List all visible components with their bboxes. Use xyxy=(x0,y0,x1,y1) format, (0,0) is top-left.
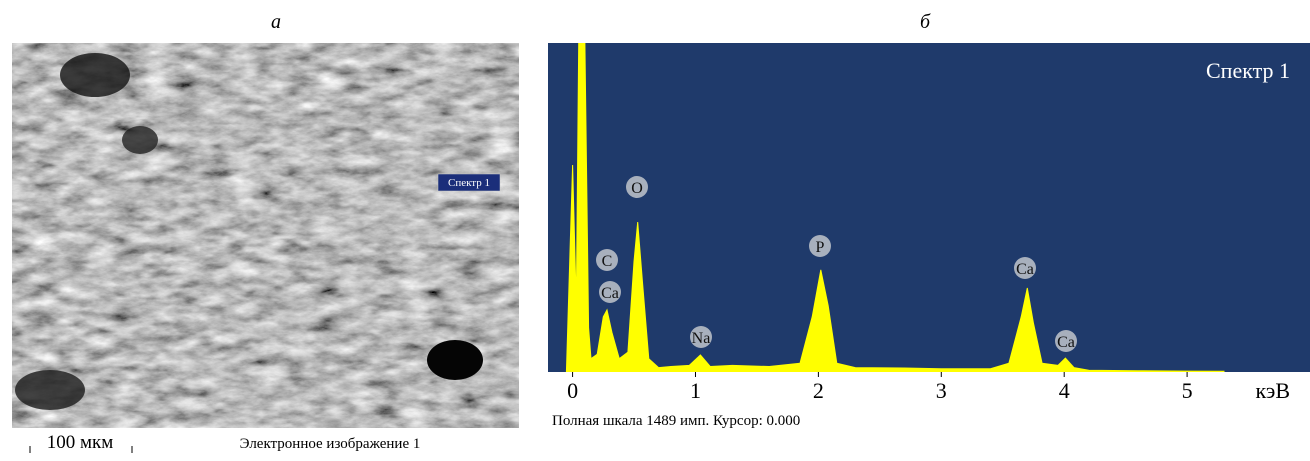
chart-title: Спектр 1 xyxy=(1206,58,1290,83)
sem-feature xyxy=(122,126,158,154)
sem-feature xyxy=(60,53,130,97)
x-tick-label: 2 xyxy=(813,378,824,403)
x-tick-label: 5 xyxy=(1182,378,1193,403)
x-tick-label: 4 xyxy=(1059,378,1070,403)
plot-area xyxy=(548,43,1310,372)
peak-label: O xyxy=(631,180,643,197)
sem-hole xyxy=(427,340,483,380)
footer: Полная шкала 1489 имп. Курсор: 0.000 xyxy=(552,413,800,429)
caption: Электронное изображение 1 xyxy=(240,436,421,452)
peak-label: P xyxy=(816,239,825,256)
spectrum-marker: Спектр 1 xyxy=(448,177,490,189)
peak-label: Ca xyxy=(1016,261,1034,278)
x-axis-label: кэВ xyxy=(1255,378,1290,403)
scale-bar-label: 100 мкм xyxy=(47,432,114,453)
x-tick-label: 3 xyxy=(936,378,947,403)
peak-label: Ca xyxy=(1057,334,1075,351)
peak-label: Ca xyxy=(601,285,619,302)
peak-label: Na xyxy=(692,330,711,347)
peak-label: C xyxy=(602,253,613,270)
sem-feature xyxy=(15,370,85,410)
figure: а Спектр 1 100 мкм Электронное изображен… xyxy=(0,0,1310,456)
x-tick-label: 0 xyxy=(567,378,578,403)
panel-label: а xyxy=(271,11,281,33)
panel-label: б xyxy=(920,11,931,33)
x-tick-label: 1 xyxy=(690,378,701,403)
